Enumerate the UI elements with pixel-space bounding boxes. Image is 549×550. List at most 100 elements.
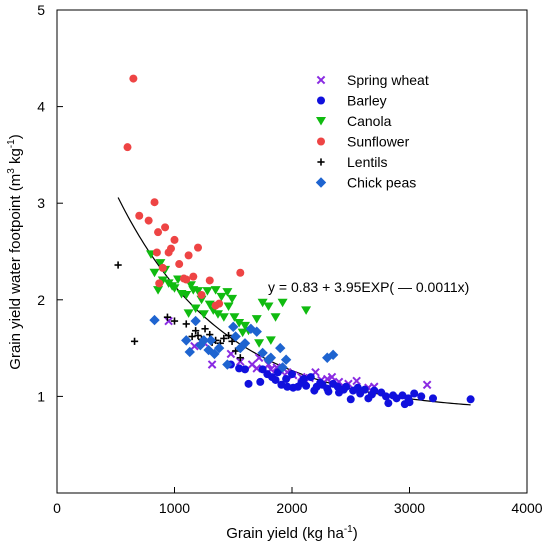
point-barley [256, 377, 265, 386]
legend-marker-lentils [317, 158, 325, 166]
point-chick-peas [327, 349, 339, 361]
series-chick-peas [149, 314, 339, 373]
y-tick-label: 3 [37, 195, 45, 211]
point-canola [265, 336, 276, 345]
point-chick-peas [257, 347, 268, 359]
point-canola [153, 286, 164, 295]
legend-marker-sunflower [317, 137, 325, 146]
point-chick-peas [209, 348, 220, 360]
point-barley [346, 395, 355, 404]
legend-item-barley: Barley [317, 93, 387, 109]
point-sunflower [170, 235, 179, 244]
point-barley [429, 394, 437, 403]
point-canola [240, 321, 250, 331]
point-barley [324, 387, 333, 396]
point-spring-wheat [207, 360, 217, 369]
legend-item-lentils: Lentils [317, 154, 387, 170]
point-canola [155, 259, 166, 268]
legend-marker-barley [317, 96, 325, 105]
point-lentils [163, 313, 172, 321]
data-points [114, 74, 475, 409]
point-barley [282, 375, 291, 384]
point-chick-peas [184, 346, 195, 358]
y-axis-title-sup2: -1 [6, 139, 17, 148]
point-lentils [228, 337, 236, 345]
point-canola [251, 315, 262, 324]
point-canola [212, 310, 223, 319]
point-sunflower [182, 275, 191, 284]
point-lentils [220, 334, 228, 343]
point-chick-peas [265, 352, 277, 363]
point-barley [271, 375, 280, 384]
point-barley [283, 382, 292, 391]
point-sunflower [166, 244, 175, 253]
point-lentils [194, 331, 202, 340]
axis-ticks: 0 1000 2000 3000 4000 1 2 3 4 5 [37, 2, 543, 516]
point-barley [299, 375, 308, 384]
point-canola [254, 339, 265, 348]
legend-label-chick-peas: Chick peas [347, 175, 416, 191]
legend-label-lentils: Lentils [347, 154, 387, 170]
point-canola [218, 313, 229, 322]
y-tick-label: 4 [37, 99, 45, 115]
point-canola [210, 286, 221, 295]
legend-marker-spring-wheat [316, 75, 326, 85]
point-canola [149, 268, 160, 278]
point-sunflower [197, 290, 206, 299]
point-canola [193, 287, 203, 296]
point-sunflower [189, 272, 198, 281]
point-canola [277, 298, 288, 308]
point-sunflower [205, 276, 214, 285]
point-chick-peas [239, 338, 251, 349]
point-sunflower [175, 260, 184, 269]
x-tick-label: 3000 [394, 500, 425, 516]
point-chick-peas [228, 321, 239, 333]
legend-label-canola: Canola [347, 113, 392, 129]
point-spring-wheat [235, 357, 245, 366]
y-axis-title-sup1: 3 [6, 168, 17, 174]
series-lentils [114, 261, 244, 362]
point-barley [342, 382, 351, 391]
y-tick-label: 5 [37, 2, 45, 18]
point-chick-peas [181, 335, 192, 346]
point-canola [227, 294, 238, 304]
point-canola [222, 288, 233, 297]
point-canola [216, 292, 227, 302]
x-tick-label: 0 [53, 500, 61, 516]
point-barley [382, 392, 390, 401]
point-canola [198, 310, 209, 319]
y-tick-label: 2 [37, 292, 45, 308]
y-tick-label: 1 [37, 388, 45, 404]
point-chick-peas [149, 314, 160, 326]
point-lentils [130, 337, 139, 345]
legend-item-sunflower: Sunflower [317, 134, 410, 150]
x-axis-title-sup: -1 [344, 524, 353, 535]
point-barley [466, 395, 475, 404]
point-lentils [201, 325, 209, 333]
point-sunflower [184, 251, 193, 260]
point-chick-peas [275, 342, 286, 354]
point-sunflower [161, 223, 170, 232]
legend-item-chick-peas: Chick peas [315, 175, 416, 191]
point-canola [202, 287, 213, 296]
point-canola [169, 284, 180, 293]
x-tick-label: 1000 [159, 500, 190, 516]
point-chick-peas [198, 335, 210, 346]
point-barley [370, 386, 379, 395]
point-chick-peas [205, 335, 217, 346]
point-sunflower [158, 263, 167, 272]
point-sunflower [155, 279, 164, 288]
point-canola [157, 276, 168, 285]
point-chick-peas [213, 342, 225, 354]
y-axis-title-end: ) [7, 134, 24, 139]
point-sunflower [194, 243, 202, 252]
point-barley [360, 385, 369, 394]
y-axis-title-main: Grain yield water footpoint (m [7, 174, 24, 370]
point-barley [384, 399, 393, 408]
point-chick-peas [230, 331, 241, 342]
point-lentils [236, 354, 244, 362]
point-canola [234, 318, 245, 328]
point-lentils [224, 331, 233, 340]
series-barley [226, 360, 475, 409]
point-canola [263, 302, 274, 312]
